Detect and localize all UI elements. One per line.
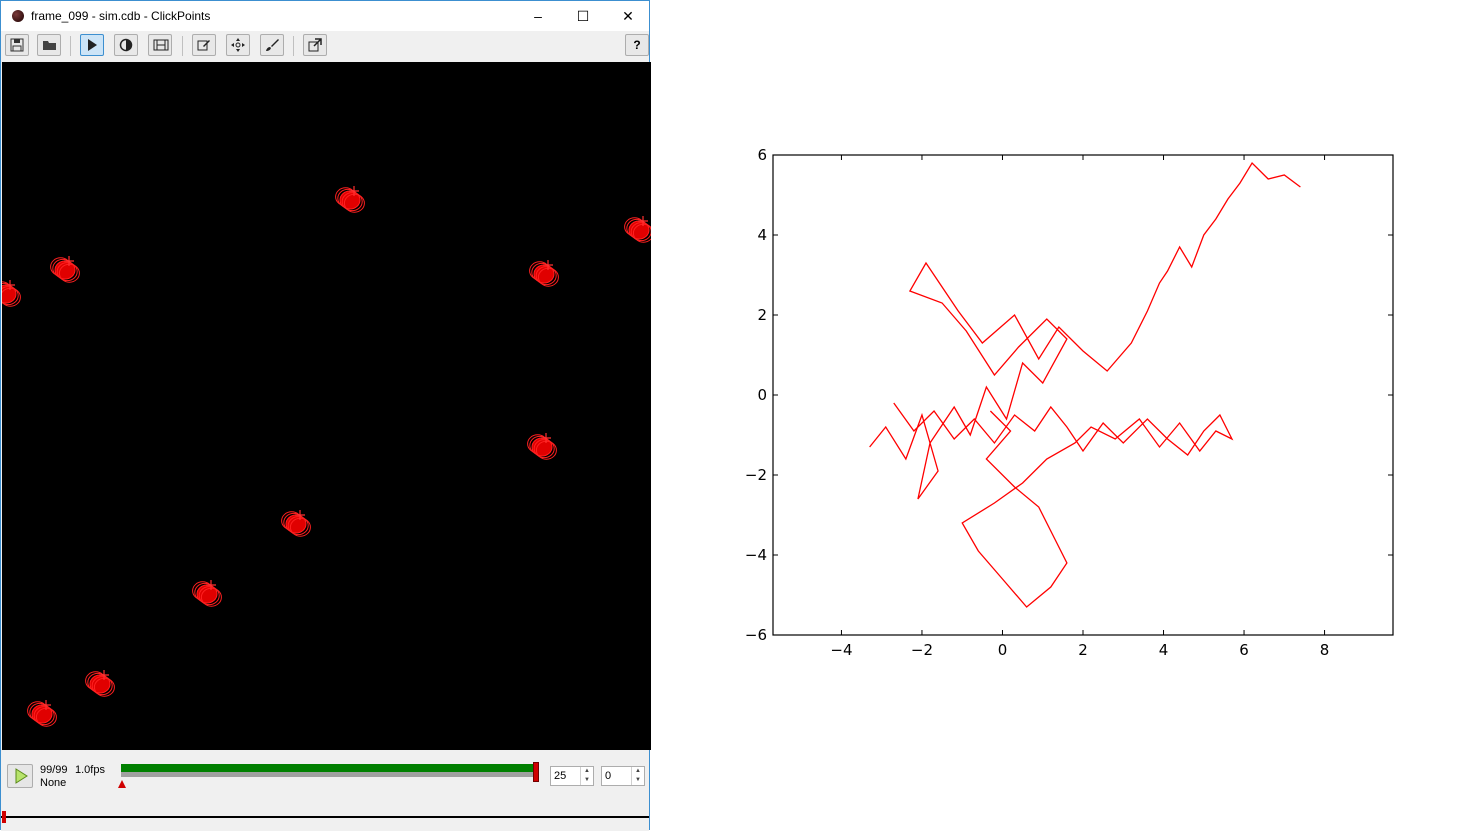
frame-counter: 99/99 xyxy=(40,764,68,776)
overview-timeline[interactable] xyxy=(1,816,649,818)
move-icon xyxy=(231,38,245,52)
cell-marker[interactable] xyxy=(335,186,365,213)
contrast-button[interactable] xyxy=(114,34,138,56)
cell-marker[interactable] xyxy=(2,280,21,307)
play-button[interactable] xyxy=(7,764,33,788)
cell-marker[interactable] xyxy=(529,260,559,287)
title-bar: frame_099 - sim.cdb - ClickPoints – ☐ ✕ xyxy=(1,1,649,31)
cell-marker[interactable] xyxy=(624,216,651,243)
play-triangle-icon xyxy=(15,768,28,784)
y-tick-label: −6 xyxy=(745,626,767,644)
y-tick-label: 0 xyxy=(757,386,767,404)
x-tick-label: 4 xyxy=(1159,641,1169,659)
spin-up-icon: ▲ xyxy=(584,768,590,774)
frame-slider[interactable] xyxy=(121,764,538,777)
skip-value: 25 xyxy=(554,770,567,782)
y-tick-label: −2 xyxy=(745,466,767,484)
play-icon xyxy=(88,39,97,51)
x-tick-label: −2 xyxy=(911,641,933,659)
trajectory-chart: −4 −2 0 2 4 6 8 6 4 2 0 −2 −4 −6 xyxy=(745,146,1394,659)
cell-marker[interactable] xyxy=(192,580,222,607)
edit-icon xyxy=(197,40,210,51)
film-icon xyxy=(153,39,169,51)
x-tick-label: 0 xyxy=(998,641,1008,659)
spin-down-icon: ▼ xyxy=(635,777,641,783)
edit-button[interactable] xyxy=(192,34,216,56)
offset-spinbox[interactable]: 0 ▲ ▼ xyxy=(601,766,645,786)
contrast-icon xyxy=(119,38,133,52)
y-tick-label: 4 xyxy=(757,226,767,244)
skip-spin-arrows[interactable]: ▲ ▼ xyxy=(580,767,593,785)
cell-marker[interactable] xyxy=(85,670,115,697)
cell-marker[interactable] xyxy=(50,256,80,283)
spin-up-icon: ▲ xyxy=(635,768,641,774)
x-tick-label: 8 xyxy=(1320,641,1330,659)
save-button[interactable] xyxy=(5,34,29,56)
window-title: frame_099 - sim.cdb - ClickPoints xyxy=(31,9,211,23)
y-tick-label: 2 xyxy=(757,306,767,324)
open-folder-button[interactable] xyxy=(37,34,61,56)
fps-label: 1.0fps xyxy=(75,764,105,776)
image-viewer[interactable] xyxy=(2,62,651,750)
axis-ticks: −4 −2 0 2 4 6 8 6 4 2 0 −2 −4 −6 xyxy=(745,146,1393,659)
x-tick-label: −4 xyxy=(830,641,852,659)
clickpoints-window: frame_099 - sim.cdb - ClickPoints – ☐ ✕ xyxy=(0,0,651,831)
toolbar-separator xyxy=(293,36,294,56)
toolbar: ? xyxy=(1,31,649,61)
spin-down-icon: ▼ xyxy=(584,777,590,783)
plot-area-frame xyxy=(772,154,1394,636)
film-button[interactable] xyxy=(148,34,172,56)
frame-slider-end-handle[interactable] xyxy=(533,762,539,782)
export-button[interactable] xyxy=(303,34,327,56)
x-tick-label: 2 xyxy=(1078,641,1088,659)
toolbar-separator xyxy=(70,36,71,56)
minimize-button[interactable]: – xyxy=(534,8,542,24)
help-button[interactable]: ? xyxy=(625,34,649,56)
timeline-bar: 99/99 1.0fps None 25 ▲ ▼ 0 ▲ ▼ xyxy=(1,750,649,831)
play-mode-button[interactable] xyxy=(80,34,104,56)
trajectory-lines xyxy=(869,161,1301,608)
overview-timeline-marker[interactable] xyxy=(2,811,6,823)
trajectory-series-0 xyxy=(869,161,1301,500)
frame-slider-start-handle[interactable] xyxy=(118,780,126,788)
offset-spin-arrows[interactable]: ▲ ▼ xyxy=(631,767,644,785)
skip-spinbox[interactable]: 25 ▲ ▼ xyxy=(550,766,594,786)
brush-button[interactable] xyxy=(260,34,284,56)
x-tick-label: 6 xyxy=(1239,641,1249,659)
trajectory-series-1 xyxy=(893,402,1234,608)
cell-marker[interactable] xyxy=(281,510,311,537)
y-tick-label: 6 xyxy=(757,146,767,164)
offset-value: 0 xyxy=(605,770,612,782)
marker-type-label: None xyxy=(40,777,67,789)
maximize-button[interactable]: ☐ xyxy=(576,8,590,24)
cell-marker[interactable] xyxy=(527,433,557,460)
move-button[interactable] xyxy=(226,34,250,56)
toolbar-separator xyxy=(182,36,183,56)
brush-icon xyxy=(266,39,279,51)
cell-tracks-overlay xyxy=(2,186,651,727)
y-tick-label: −4 xyxy=(745,546,767,564)
save-icon xyxy=(10,38,24,52)
frame-slider-progress xyxy=(121,764,538,772)
export-icon xyxy=(308,38,322,52)
cell-marker[interactable] xyxy=(27,700,57,727)
close-button[interactable]: ✕ xyxy=(622,8,634,24)
open-folder-icon xyxy=(43,41,56,50)
app-icon xyxy=(12,10,24,22)
